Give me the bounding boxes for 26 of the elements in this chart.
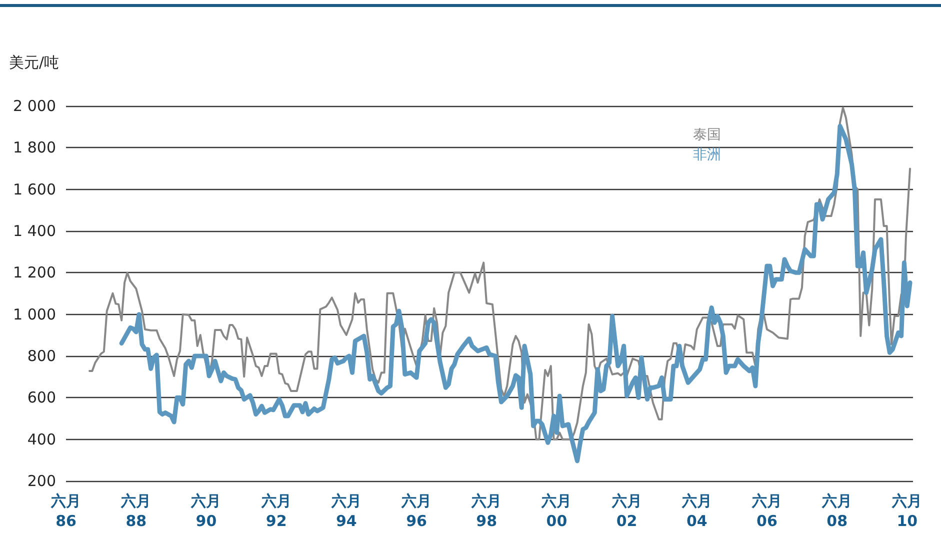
- x-tick-label: 六月 86: [50, 492, 81, 530]
- x-tick-label: 六月 96: [400, 492, 432, 530]
- text: 泰国: [693, 127, 721, 143]
- y-tick-label: 400: [27, 430, 56, 448]
- y-tick-label: 1 400: [13, 222, 56, 240]
- y-tick-label: 1 600: [13, 180, 56, 198]
- y-axis-title: 美元/吨: [9, 54, 60, 72]
- y-tick-label: 1 800: [13, 138, 56, 157]
- text: 非洲: [693, 147, 721, 163]
- x-tick-label: 六月 92: [260, 492, 292, 530]
- x-tick-label: 六月 10: [891, 492, 922, 530]
- y-tick-label: 2 000: [13, 97, 56, 115]
- y-tick-label: 200: [27, 472, 56, 490]
- x-tick-label: 六月 98: [470, 492, 502, 530]
- x-tick-label: 六月 08: [821, 492, 852, 530]
- x-tick-label: 六月 90: [190, 492, 222, 530]
- x-tick-label: 六月 04: [680, 492, 712, 530]
- x-tick-label: 六月 06: [750, 492, 782, 530]
- x-tick-label: 六月 88: [120, 492, 152, 530]
- x-tick-label: 六月 02: [610, 492, 642, 530]
- y-tick-label: 800: [27, 347, 56, 365]
- y-tick-label: 1 200: [13, 264, 56, 282]
- y-tick-label: 600: [27, 388, 56, 407]
- x-tick-label: 六月 00: [540, 492, 572, 530]
- x-tick-label: 六月 94: [330, 492, 362, 530]
- y-tick-label: 1 000: [13, 305, 56, 324]
